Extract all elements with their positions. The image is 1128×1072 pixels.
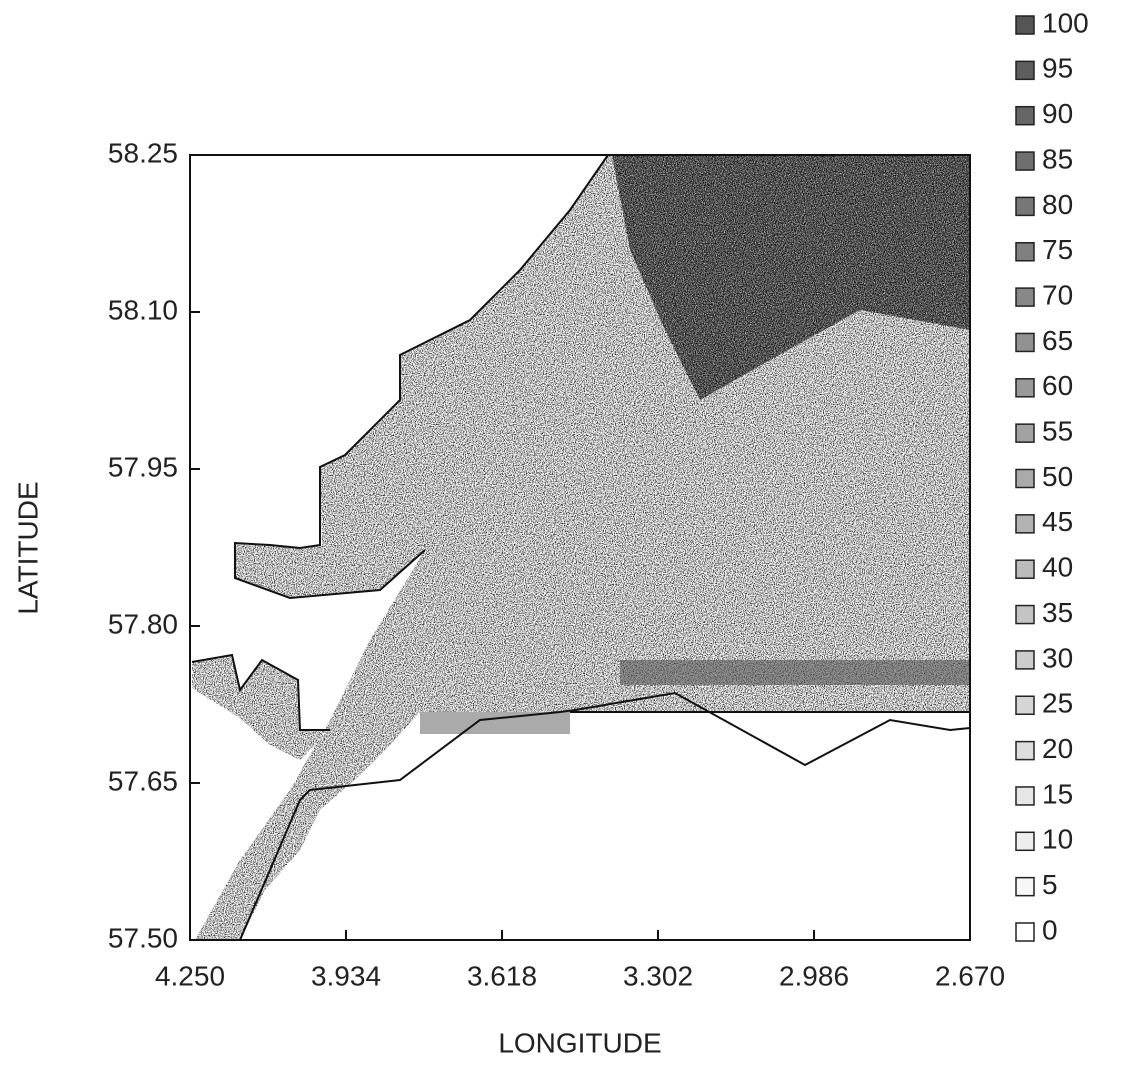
legend-swatch xyxy=(1016,424,1034,442)
legend-label: 50 xyxy=(1042,461,1073,492)
legend-swatch xyxy=(1016,61,1034,79)
x-tick-label: 4.250 xyxy=(155,960,225,991)
x-tick-label: 3.934 xyxy=(311,960,381,991)
legend-label: 25 xyxy=(1042,688,1073,719)
legend-swatch xyxy=(1016,787,1034,805)
legend-swatch xyxy=(1016,107,1034,125)
y-tick-label: 57.80 xyxy=(108,608,178,639)
legend-label: 40 xyxy=(1042,552,1073,583)
legend-swatch xyxy=(1016,379,1034,397)
legend-swatch xyxy=(1016,197,1034,215)
legend-label: 45 xyxy=(1042,506,1073,537)
legend-swatch xyxy=(1016,470,1034,488)
x-tick-label: 2.986 xyxy=(779,960,849,991)
legend-swatch xyxy=(1016,606,1034,624)
legend-label: 10 xyxy=(1042,824,1073,855)
y-tick-label: 57.65 xyxy=(108,765,178,796)
legend-label: 65 xyxy=(1042,325,1073,356)
x-tick-label: 3.618 xyxy=(467,960,537,991)
legend-label: 100 xyxy=(1042,7,1089,38)
legend-label: 0 xyxy=(1042,914,1058,945)
x-axis-label: LONGITUDE xyxy=(498,1027,661,1058)
y-tick-label: 58.25 xyxy=(108,137,178,168)
legend-swatch xyxy=(1016,152,1034,170)
legend-label: 30 xyxy=(1042,642,1073,673)
legend-swatch xyxy=(1016,515,1034,533)
chart: LONGITUDE LATITUDE 4.250 3.934 3.618 3.302 2… xyxy=(0,0,1128,1072)
legend-swatch xyxy=(1016,696,1034,714)
y-tick-label: 57.50 xyxy=(108,922,178,953)
y-axis-label: LATITUDE xyxy=(12,481,43,614)
legend-swatch xyxy=(1016,878,1034,896)
legend-label: 5 xyxy=(1042,869,1058,900)
legend-swatch xyxy=(1016,288,1034,306)
y-tick-label: 57.95 xyxy=(108,451,178,482)
edge-cells xyxy=(420,712,570,734)
legend-swatch xyxy=(1016,333,1034,351)
legend-label: 20 xyxy=(1042,733,1073,764)
legend-label: 85 xyxy=(1042,143,1073,174)
legend-label: 60 xyxy=(1042,370,1073,401)
legend-swatch xyxy=(1016,16,1034,34)
legend-label: 80 xyxy=(1042,189,1073,220)
legend-swatch xyxy=(1016,651,1034,669)
x-tick-label: 3.302 xyxy=(623,960,693,991)
legend-label: 95 xyxy=(1042,53,1073,84)
x-tick-label: 2.670 xyxy=(935,960,1005,991)
legend-label: 75 xyxy=(1042,234,1073,265)
legend-label: 35 xyxy=(1042,597,1073,628)
legend-label: 55 xyxy=(1042,416,1073,447)
legend-swatch xyxy=(1016,832,1034,850)
edge-cells xyxy=(620,660,970,685)
legend-swatch xyxy=(1016,560,1034,578)
legend-swatch xyxy=(1016,742,1034,760)
legend-label: 70 xyxy=(1042,279,1073,310)
legend-swatch xyxy=(1016,243,1034,261)
legend-swatch xyxy=(1016,923,1034,941)
y-tick-label: 58.10 xyxy=(108,294,178,325)
legend-label: 15 xyxy=(1042,778,1073,809)
legend-label: 90 xyxy=(1042,98,1073,129)
